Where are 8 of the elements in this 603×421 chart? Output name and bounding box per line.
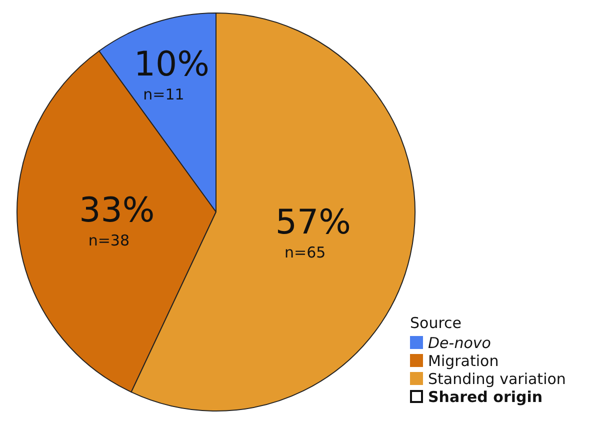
data-label: 10% n=11	[134, 44, 210, 104]
text: Shared origin	[428, 388, 543, 406]
data-label: 57% n=65	[275, 202, 351, 262]
data-label: 33% n=38	[79, 190, 155, 250]
legend-label: Standing variation	[428, 370, 566, 388]
legend-title: Source	[410, 314, 462, 332]
legend-label: Migration	[428, 352, 499, 370]
legend-label: De-novo	[428, 334, 491, 352]
